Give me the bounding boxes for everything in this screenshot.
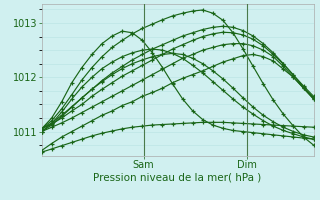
- X-axis label: Pression niveau de la mer( hPa ): Pression niveau de la mer( hPa ): [93, 173, 262, 183]
